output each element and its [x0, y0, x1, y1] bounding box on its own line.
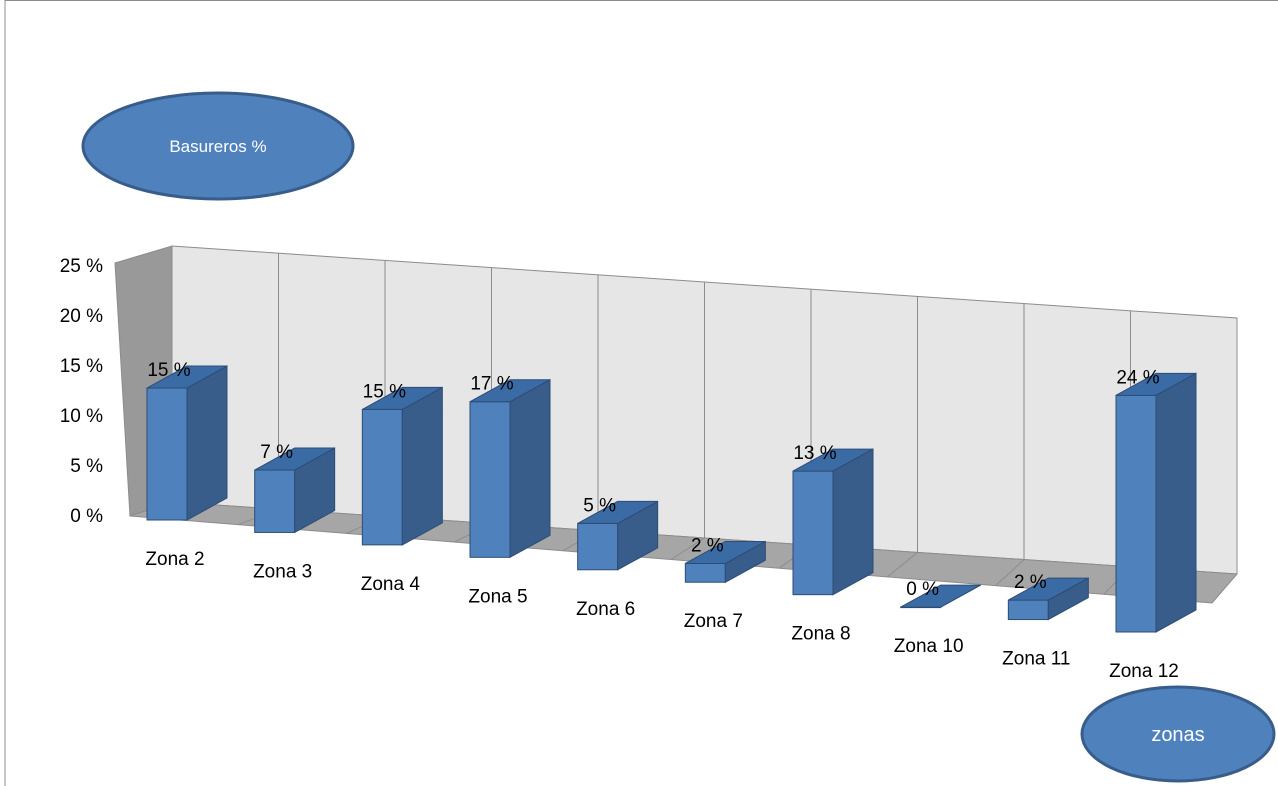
bar-front	[361, 408, 403, 546]
bar-top	[469, 379, 551, 403]
y-axis-ticks: 0 % 5 % 10 % 15 % 20 % 25 %	[60, 256, 103, 527]
y-axis-title-oval: Basureros %	[81, 91, 355, 201]
bar-front	[1115, 394, 1157, 633]
y-axis-title: Basureros %	[169, 137, 266, 156]
bar	[684, 540, 766, 584]
bar	[577, 500, 659, 571]
bar-top	[1115, 372, 1197, 396]
category-label: Zona 11	[1002, 649, 1070, 670]
bar-front	[146, 387, 188, 521]
bar	[469, 378, 551, 559]
data-label: 15 %	[147, 360, 190, 381]
category-label: Zona 6	[576, 599, 635, 620]
bar-top	[1008, 577, 1089, 601]
y-tick-label: 25 %	[60, 256, 103, 277]
data-label: 5 %	[583, 495, 616, 516]
data-label: 7 %	[260, 442, 293, 463]
y-tick-label: 10 %	[60, 406, 103, 427]
bar-top	[685, 540, 766, 564]
bar-top	[362, 386, 443, 410]
category-label: Zona 10	[894, 636, 964, 657]
data-label: 15 %	[363, 381, 406, 402]
bar-top	[254, 447, 335, 471]
x-axis-title: zonas	[1151, 724, 1204, 746]
bar-top	[577, 500, 658, 524]
category-label: Zona 12	[1109, 661, 1179, 682]
category-label: Zona 7	[684, 611, 743, 632]
bar-front	[577, 522, 619, 571]
bars	[146, 365, 1197, 633]
y-tick-label: 15 %	[60, 356, 103, 377]
bar	[900, 584, 981, 609]
data-label: 24 %	[1116, 367, 1159, 388]
bar-side	[401, 386, 443, 546]
category-label: Zona 4	[361, 574, 421, 595]
category-label: Zona 5	[468, 586, 527, 607]
x-axis-title-oval: zonas	[1080, 685, 1276, 783]
bar	[254, 447, 336, 534]
bar	[1007, 577, 1089, 621]
bar-side	[1155, 372, 1197, 633]
data-label: 2 %	[691, 535, 724, 556]
data-label: 0 %	[906, 579, 939, 600]
data-labels: 15 % 7 % 15 % 17 % 5 % 2 % 13 % 0 % 2 % 24 %	[147, 360, 1159, 600]
bar-top	[900, 584, 981, 608]
bar-top	[792, 448, 874, 472]
bar-front	[469, 401, 511, 558]
data-label: 17 %	[470, 374, 513, 395]
y-tick-label: 0 %	[70, 506, 103, 527]
bar-side	[186, 365, 228, 521]
bar	[1115, 372, 1197, 633]
bar	[361, 386, 443, 546]
bar-front	[792, 470, 834, 596]
category-label: Zona 2	[145, 549, 204, 570]
y-tick-label: 20 %	[60, 306, 103, 327]
y-tick-label: 5 %	[70, 456, 103, 477]
data-label: 2 %	[1014, 572, 1047, 593]
bar-front	[684, 562, 726, 583]
floor-gridline	[670, 537, 705, 560]
floor-gridline	[995, 559, 1025, 586]
bar-front	[1007, 599, 1049, 621]
bar-side	[832, 448, 874, 596]
bar	[146, 365, 228, 521]
y-axis-title-shape	[81, 91, 355, 201]
category-label: Zona 3	[253, 561, 312, 582]
category-label: Zona 8	[791, 624, 850, 645]
bar-front	[254, 469, 296, 533]
data-label: 13 %	[793, 443, 836, 464]
bar-side	[509, 378, 551, 559]
bar	[792, 448, 874, 596]
chart-walls	[114, 245, 1239, 604]
bar-top	[146, 365, 228, 389]
x-axis-title-shape	[1080, 685, 1276, 783]
floor-gridline	[887, 552, 918, 578]
category-labels: Zona 2 Zona 3 Zona 4 Zona 5 Zona 6 Zona 7 Zona…	[145, 549, 1178, 682]
